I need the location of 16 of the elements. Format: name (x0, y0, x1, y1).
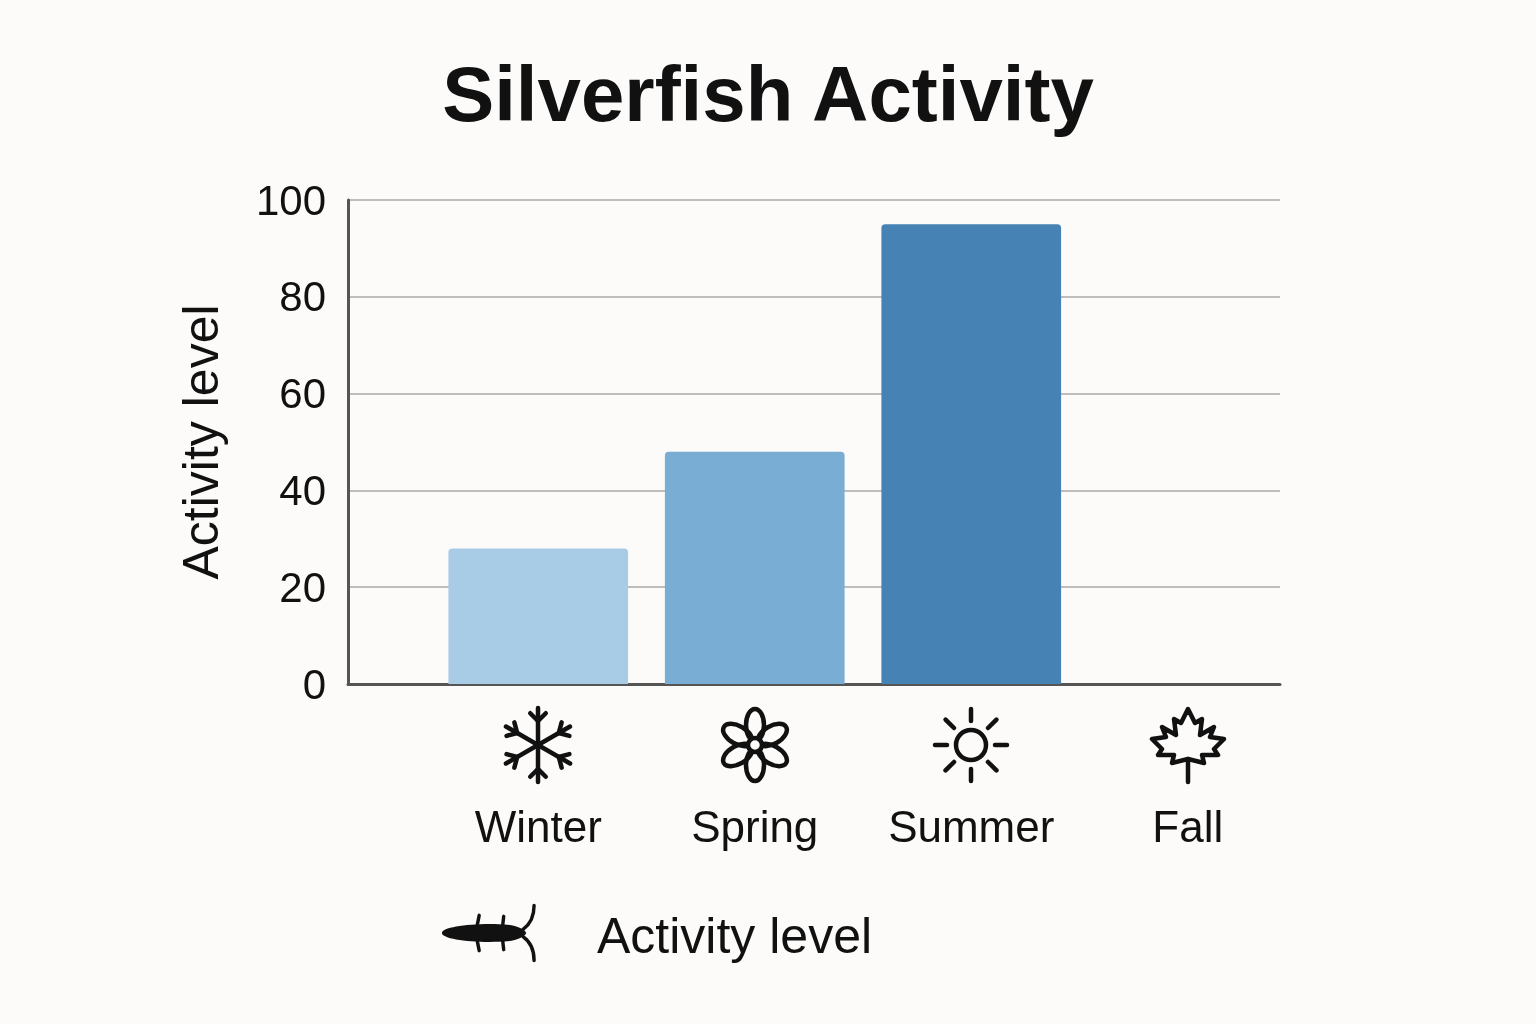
y-tick-label: 20 (279, 563, 326, 611)
bar (448, 548, 629, 684)
y-axis-title: Activity level (173, 304, 229, 580)
bar (664, 451, 845, 684)
x-tick-label: Fall (1152, 801, 1224, 851)
x-tick-label: Winter (474, 801, 602, 851)
text: Activity level (597, 908, 873, 964)
y-tick-label: 100 (255, 176, 326, 224)
y-tick-label: 80 (279, 273, 326, 321)
x-tick-label: Spring (691, 801, 819, 851)
x-tick-label: Summer (888, 801, 1055, 851)
y-tick-label: 0 (302, 660, 326, 708)
chart-title: Silverfish Activity (442, 50, 1094, 138)
y-tick-label: 60 (279, 370, 326, 418)
bar (881, 224, 1062, 684)
y-tick-label: 40 (279, 466, 326, 514)
